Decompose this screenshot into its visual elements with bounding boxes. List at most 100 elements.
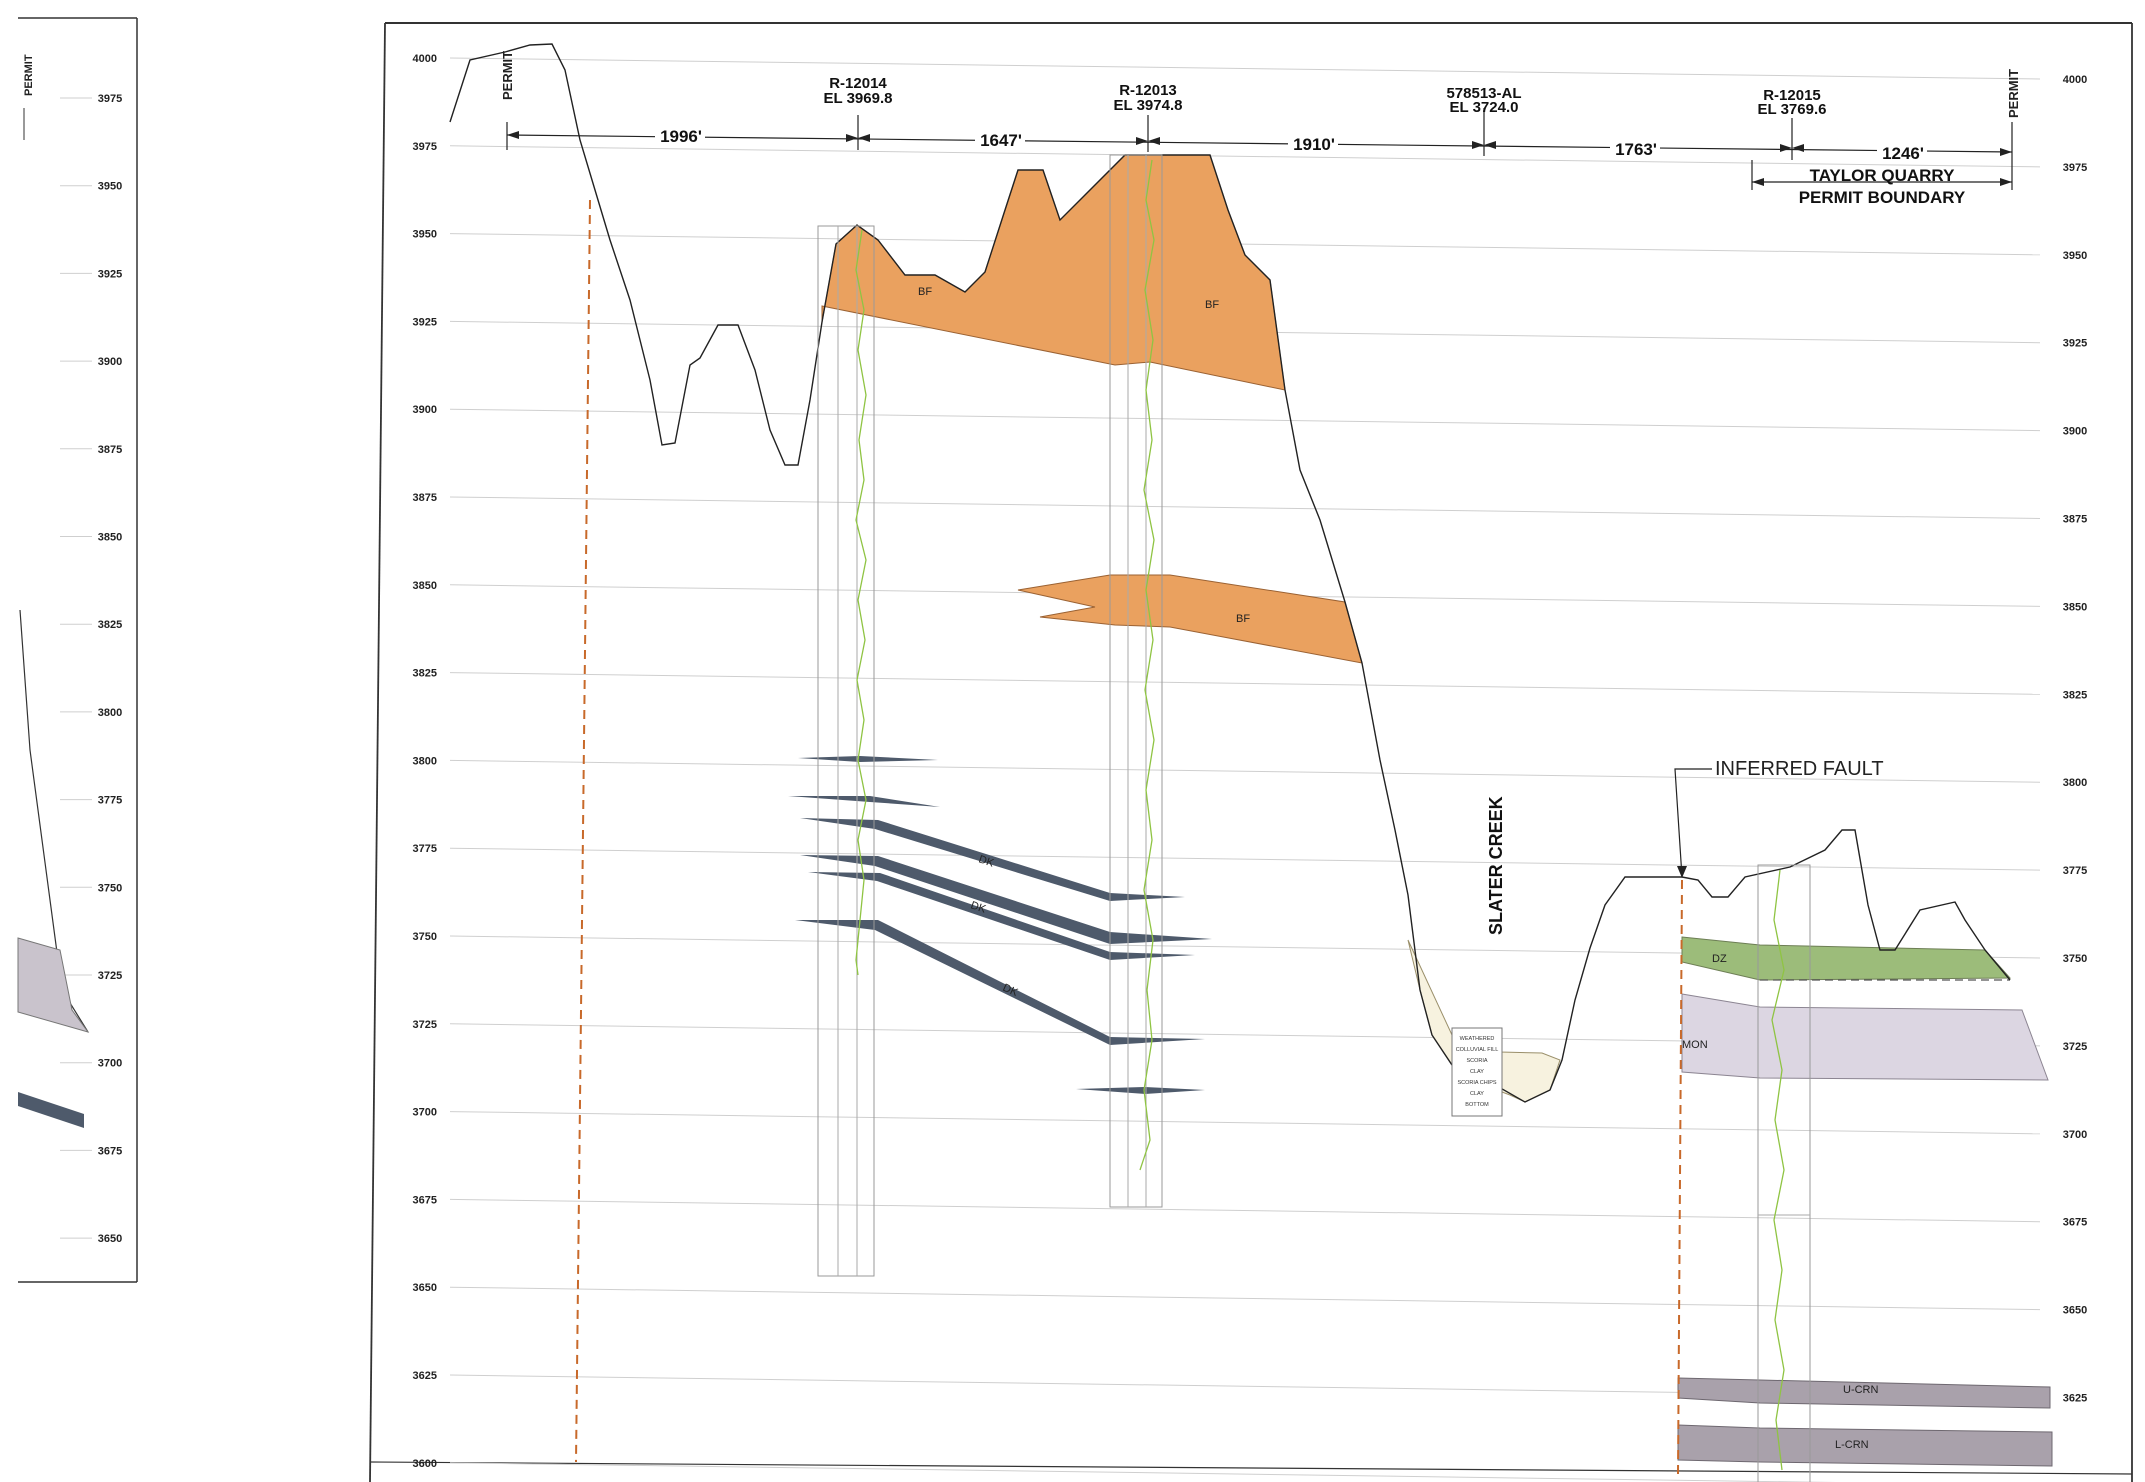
bf-middle-unit bbox=[1017, 574, 1363, 664]
dk-layer-1 bbox=[800, 818, 1185, 901]
distance-labels: 1996' 1647' 1910' 1763' 1246' bbox=[655, 125, 1927, 163]
gridline bbox=[449, 1198, 2041, 1223]
gridline bbox=[449, 1286, 2041, 1311]
right-axis-tick: 4000 bbox=[2063, 74, 2087, 86]
borehole-r12013 bbox=[1109, 154, 1163, 1208]
log-trace-r12013 bbox=[1139, 159, 1155, 1171]
borehole-r12015 bbox=[1757, 864, 1811, 1482]
dk-layer-3 bbox=[808, 872, 1195, 960]
left-panel-tick: 3675 bbox=[98, 1145, 122, 1157]
left-axis-tick: 3600 bbox=[413, 1458, 437, 1470]
dimension-line bbox=[506, 108, 2013, 190]
u-crn-label: U-CRN bbox=[1843, 1384, 1878, 1396]
left-panel-tick: 3750 bbox=[98, 882, 122, 894]
bf-upper-unit bbox=[821, 154, 1286, 391]
log-trace-r12015 bbox=[1771, 869, 1785, 1471]
right-axis-tick: 3825 bbox=[2063, 689, 2087, 701]
fault-leader-line bbox=[1674, 768, 1712, 878]
well-578513al-elev: EL 3724.0 bbox=[1450, 99, 1519, 116]
well-r12013-name: R-12013 bbox=[1119, 82, 1177, 99]
ground-surface-profile bbox=[449, 43, 2011, 1103]
bf-middle-label: BF bbox=[1236, 613, 1250, 625]
left-dk-unit bbox=[18, 1092, 84, 1128]
right-axis-tick: 3625 bbox=[2063, 1393, 2087, 1405]
gridline bbox=[449, 847, 2041, 871]
distance-1763: 1763' bbox=[1615, 140, 1657, 159]
left-axis-tick: 3825 bbox=[413, 668, 437, 680]
left-axis-tick: 3675 bbox=[413, 1194, 437, 1206]
left-panel-tick: 3775 bbox=[98, 795, 122, 807]
creek-log-entry: SCORIA CHIPS bbox=[1457, 1080, 1496, 1086]
mon-label: MON bbox=[1682, 1039, 1708, 1051]
left-axis-tick: 3800 bbox=[413, 755, 437, 767]
right-axis-tick: 3850 bbox=[2063, 601, 2087, 613]
dk-seam-3 bbox=[1076, 1087, 1205, 1094]
right-axis-tick: 3875 bbox=[2063, 514, 2087, 526]
left-axis-tick: 3975 bbox=[413, 141, 437, 153]
right-axis-tick: 3950 bbox=[2063, 250, 2087, 262]
right-elevation-axis: 4000 3975 3950 3925 3900 3875 3850 3825 3800 3775… bbox=[2063, 74, 2087, 1482]
distance-1996: 1996' bbox=[660, 127, 702, 146]
left-axis-tick: 3850 bbox=[413, 580, 437, 592]
left-axis-tick: 3925 bbox=[413, 316, 437, 328]
slater-creek-label: SLATER CREEK bbox=[1486, 796, 1506, 935]
creek-log-entries: WEATHERED COLLUVIAL FILL SCORIA CLAY SCORIA … bbox=[1456, 1036, 1499, 1108]
left-axis-tick: 3900 bbox=[413, 404, 437, 416]
left-panel-tick: 3650 bbox=[98, 1233, 122, 1245]
left-axis-tick: 3750 bbox=[413, 931, 437, 943]
well-r12014-name: R-12014 bbox=[829, 75, 887, 92]
gridline bbox=[449, 233, 2041, 256]
borehole-578513-al: WEATHERED COLLUVIAL FILL SCORIA CLAY SCORIA … bbox=[1451, 1027, 1503, 1117]
dimension-arrows bbox=[507, 131, 2012, 186]
left-panel-tick: 3975 bbox=[98, 93, 122, 105]
distance-1910: 1910' bbox=[1293, 135, 1335, 154]
left-panel-tick: 3825 bbox=[98, 619, 122, 631]
left-permit-label: PERMIT bbox=[23, 54, 35, 96]
gridline bbox=[449, 759, 2041, 783]
gridline bbox=[449, 1111, 2041, 1135]
dk-label-2: DK bbox=[969, 899, 988, 915]
gridline bbox=[449, 408, 2041, 432]
left-axis-tick: 3775 bbox=[413, 843, 437, 855]
borehole-r12014 bbox=[817, 225, 875, 1277]
l-crn-unit bbox=[1677, 1424, 2053, 1467]
right-axis-tick: 3800 bbox=[2063, 777, 2087, 789]
well-r12013-elev: EL 3974.8 bbox=[1114, 97, 1183, 114]
permit-label-left: PERMIT bbox=[500, 51, 515, 100]
creek-log-entry: WEATHERED bbox=[1460, 1036, 1495, 1042]
gridline bbox=[449, 145, 2041, 168]
left-axis-tick: 3875 bbox=[413, 492, 437, 504]
log-trace-r12014 bbox=[855, 229, 867, 976]
left-elevation-axis: 3975 3950 3925 3900 3875 3850 3825 3800 3775 3750… bbox=[60, 93, 122, 1245]
dk-layer-4 bbox=[795, 920, 1205, 1045]
dz-label: DZ bbox=[1712, 953, 1727, 965]
well-r12015-elev: EL 3769.6 bbox=[1758, 101, 1827, 118]
creek-log-entry: BOTTOM bbox=[1465, 1102, 1489, 1108]
l-crn-label: L-CRN bbox=[1835, 1439, 1869, 1451]
left-elevation-axis-main: 4000 3975 3950 3925 3900 3875 3850 3825 3800 3775… bbox=[413, 53, 437, 1470]
gridline bbox=[449, 496, 2041, 519]
bf-upper-label-2: BF bbox=[1205, 299, 1219, 311]
right-axis-tick: 3650 bbox=[2063, 1305, 2087, 1317]
left-axis-tick: 3725 bbox=[413, 1019, 437, 1031]
left-axis-tick: 3625 bbox=[413, 1370, 437, 1382]
right-axis-tick: 3750 bbox=[2063, 953, 2087, 965]
right-axis-tick: 3775 bbox=[2063, 865, 2087, 877]
well-r12014-elev: EL 3969.8 bbox=[824, 90, 893, 107]
left-panel-tick: 3950 bbox=[98, 181, 122, 193]
left-axis-tick: 3700 bbox=[413, 1107, 437, 1119]
well-r12015-name: R-12015 bbox=[1763, 87, 1821, 104]
right-axis-tick: 3900 bbox=[2063, 426, 2087, 438]
well-578513al-name: 578513-AL bbox=[1446, 85, 1521, 102]
gridline bbox=[449, 1462, 1836, 1482]
creek-log-entry: CLAY bbox=[1470, 1069, 1484, 1075]
left-panel-tick: 3700 bbox=[98, 1058, 122, 1070]
distance-1246: 1246' bbox=[1882, 144, 1924, 163]
left-axis-tick: 4000 bbox=[413, 53, 437, 65]
bf-upper-label: BF bbox=[918, 286, 932, 298]
right-axis-tick: 3925 bbox=[2063, 338, 2087, 350]
right-axis-tick: 3975 bbox=[2063, 162, 2087, 174]
left-axis-tick: 3950 bbox=[413, 229, 437, 241]
gridline bbox=[449, 57, 2041, 80]
